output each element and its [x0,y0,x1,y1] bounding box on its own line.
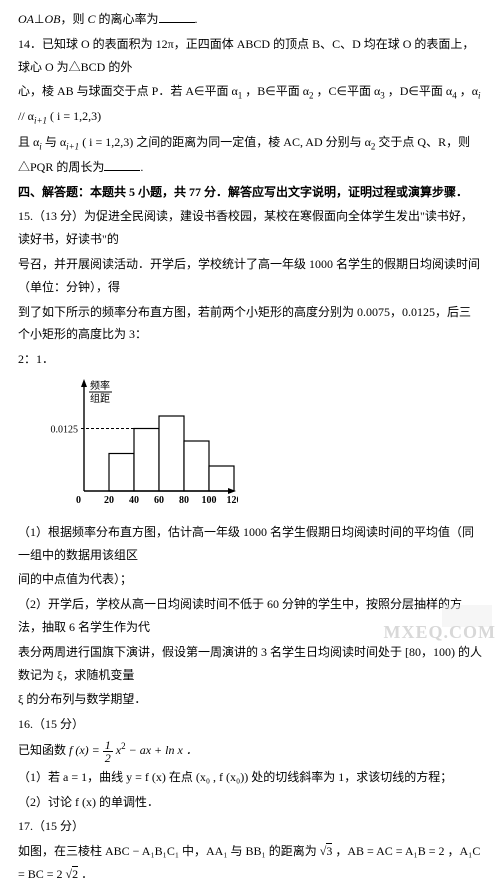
text: . [140,160,143,174]
svg-text:80: 80 [179,495,189,506]
q17-head: 17.（15 分） [18,815,482,838]
q15-l1: 15.（13 分）为促进全民阅读，建设书香校园，某校在寒假面向全体学生发出"读书… [18,205,482,251]
sub: i [478,91,481,101]
svg-text:频率: 频率 [90,379,110,392]
denominator: 2 [103,752,113,764]
text: 已知函数 [18,743,69,757]
q15-l3: 到了如下所示的频率分布直方图，若前两个小矩形的高度分别为 0.0075，0.01… [18,301,482,347]
text: 的离心率为 [95,12,158,26]
svg-text:60: 60 [154,495,164,506]
svg-text:0: 0 [76,495,81,506]
numerator: 1 [103,739,113,752]
sub: 3 [380,91,385,101]
q15-p2c: ξ 的分布列与数学期望． [18,688,482,711]
q15-l4: 2：1． [18,348,482,371]
text: ，则 [60,12,87,26]
q15-p2a: （2）开学后，学校从高一日均阅读时间不低于 60 分钟的学生中，按照分层抽样的方… [18,593,482,639]
svg-text:组距: 组距 [90,392,110,405]
text: ⊥ [34,12,44,26]
q15-p2b: 表分两周进行国旗下演讲，假设第一周演讲的 3 名学生日均阅读时间处于 [80，1… [18,641,482,687]
text: ，C∈平面 α [317,84,381,98]
sqrt3: √3 [320,843,333,858]
sub: 1 [238,91,243,101]
sub: i+1 [66,142,79,152]
text: ，α [460,84,478,98]
blank [159,11,195,23]
q16-head: 16.（15 分） [18,713,482,736]
text: f (x) = [69,743,103,757]
q15-l2: 号召，并开展阅读活动．开学后，学校统计了高一年级 1000 名学生的假期日均阅读… [18,253,482,299]
text: OA [18,12,34,26]
text: 且 α [18,135,39,149]
svg-text:20: 20 [104,495,114,506]
q14-l2: 心，棱 AB 与球面交于点 P．若 A∈平面 α1 ，B∈平面 α2 ，C∈平面… [18,80,482,129]
fraction-half: 12 [103,739,113,764]
text: OB [44,12,60,26]
histogram: 0.0125频率组距020406080100120时间/分钟 [38,377,482,515]
text: // α [18,109,34,123]
q13-tail: OA⊥OB，则 C 的离心率为. [18,8,482,31]
sup: 2 [121,741,126,751]
sub: i+1 [34,115,47,125]
sub: 2 [371,142,376,152]
sub: i [39,142,42,152]
q16-p2: （2）讨论 f (x) 的单调性． [18,791,482,814]
histogram-svg: 0.0125频率组距020406080100120时间/分钟 [38,377,238,507]
q15-p1b: 间的中点值为代表）； [18,568,482,591]
q14-l1: 14．已知球 O 的表面积为 12π，正四面体 ABCD 的顶点 B、C、D 均… [18,33,482,79]
q14-l3: 且 αi 与 αi+1 ( i = 1,2,3) 之间的距离为同一定值，棱 AC… [18,131,482,178]
q16-p1: （1）若 a = 1，曲线 y = f (x) 在点 (x₀ , f (x₀))… [18,766,482,789]
section-4-heading: 四、解答题：本题共 5 小题，共 77 分．解答应写出文字说明，证明过程或演算步… [18,181,482,204]
sqrt2: √2 [66,866,79,881]
blank [104,159,140,171]
text: 与 α [45,135,66,149]
sub: 2 [309,91,314,101]
svg-text:120: 120 [227,495,239,506]
text: ( i = 1,2,3) [50,109,101,123]
svg-text:100: 100 [202,495,217,506]
text: ． [81,867,93,881]
svg-text:0.0125: 0.0125 [51,425,79,436]
text: − ax + ln x ． [129,743,198,757]
text: 心，棱 AB 与球面交于点 P．若 A∈平面 α [18,84,238,98]
text: 如图，在三棱柱 ABC − A₁B₁C₁ 中，AA₁ 与 BB₁ 的距离为 [18,844,320,858]
text: ( i = 1,2,3) 之间的距离为同一定值，棱 AC, AD 分别与 α [82,135,371,149]
q15-p1a: （1）根据频率分布直方图，估计高一年级 1000 名学生假期日均阅读时间的平均值… [18,521,482,567]
sub: 4 [452,91,457,101]
q17-l1: 如图，在三棱柱 ABC − A₁B₁C₁ 中，AA₁ 与 BB₁ 的距离为 √3… [18,840,482,886]
svg-text:40: 40 [129,495,139,506]
text: . [195,12,198,26]
q16-fn: 已知函数 f (x) = 12 x2 − ax + ln x ． [18,738,482,764]
text: ，B∈平面 α [245,84,309,98]
text: ，D∈平面 α [388,84,452,98]
